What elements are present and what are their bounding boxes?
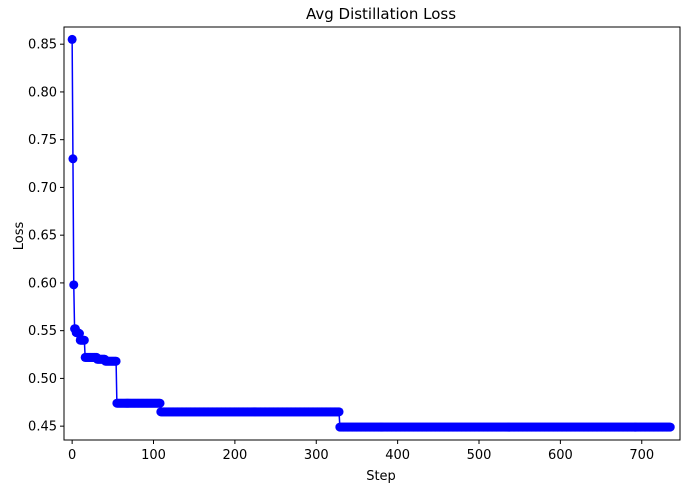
x-tick-label: 300: [304, 448, 329, 463]
data-point: [665, 422, 675, 432]
y-axis-label: Loss: [12, 222, 27, 251]
data-point: [68, 154, 78, 164]
y-tick-label: 0.60: [28, 276, 57, 291]
x-tick-label: 700: [629, 448, 654, 463]
data-point: [67, 34, 77, 44]
y-tick-label: 0.50: [28, 372, 57, 387]
y-tick-label: 0.65: [28, 229, 57, 244]
y-axis: 0.45 0.50 0.55 0.60 0.65 0.70 0.75 0.80 0.85: [28, 38, 64, 435]
plot-frame: [63, 26, 681, 441]
data-point: [111, 356, 121, 366]
chart-title: Avg Distillation Loss: [306, 5, 456, 23]
x-tick-label: 200: [222, 448, 247, 463]
loss-line: [71, 39, 671, 428]
x-tick-label: 600: [548, 448, 573, 463]
data-point: [155, 398, 165, 408]
x-tick-label: 500: [467, 448, 492, 463]
x-tick-label: 100: [141, 448, 166, 463]
loss-series: [67, 34, 675, 432]
y-tick-label: 0.55: [28, 324, 57, 339]
y-tick-label: 0.85: [28, 38, 57, 53]
data-point: [79, 335, 89, 345]
data-point: [69, 280, 79, 290]
x-axis: 0 100 200 300 400 500 600 700: [68, 440, 654, 463]
plot-area: [63, 26, 681, 441]
y-tick-label: 0.45: [28, 420, 57, 435]
y-tick-label: 0.80: [28, 85, 57, 100]
x-axis-label: Step: [366, 469, 396, 484]
data-point: [334, 407, 344, 417]
y-tick-label: 0.75: [28, 133, 57, 148]
y-tick-label: 0.70: [28, 181, 57, 196]
x-tick-label: 400: [385, 448, 410, 463]
x-tick-label: 0: [68, 448, 76, 463]
